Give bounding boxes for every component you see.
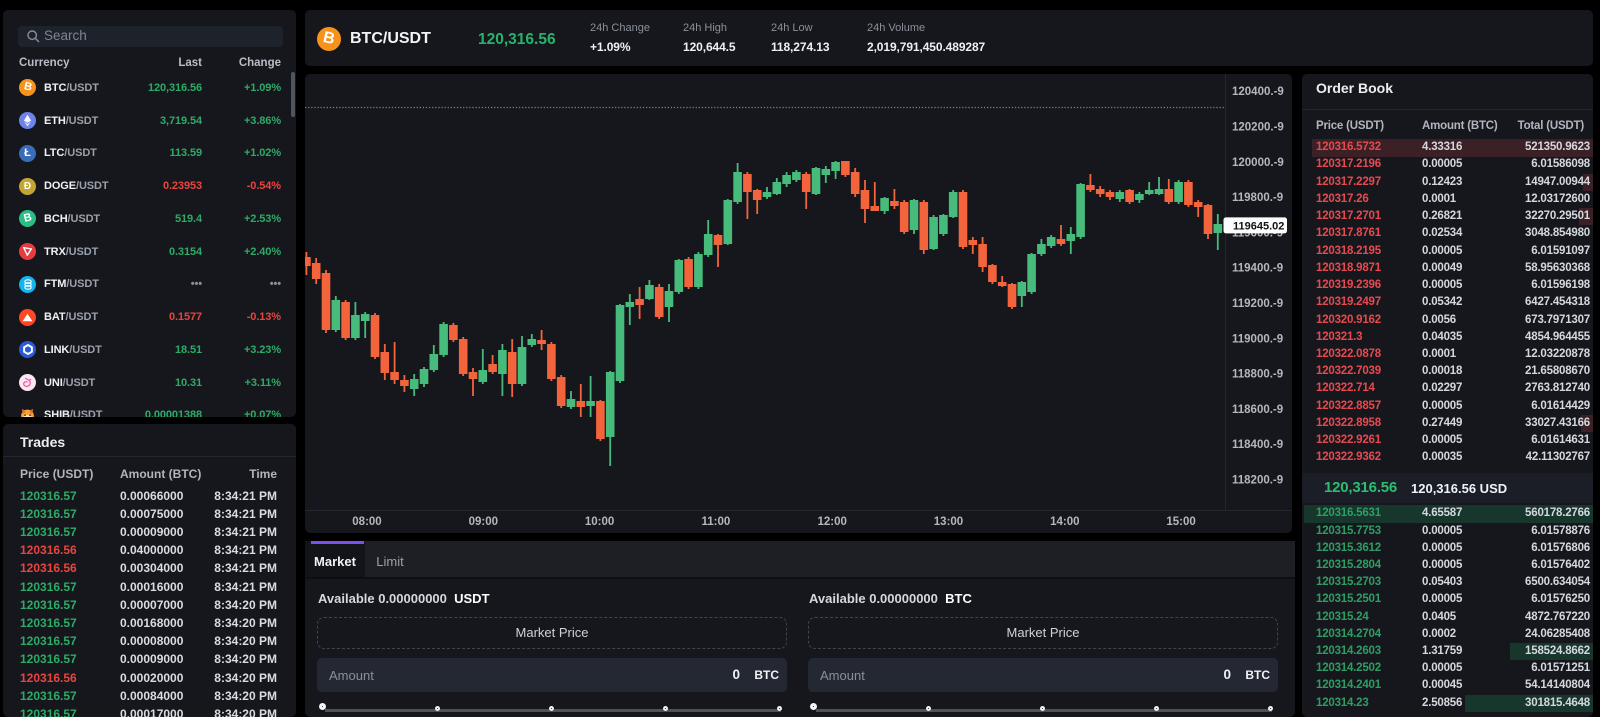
- svg-text:11:00: 11:00: [702, 516, 731, 528]
- svg-text:119800.-9: 119800.-9: [1232, 192, 1283, 204]
- svg-text:10:00: 10:00: [585, 516, 614, 528]
- svg-text:120400.-9: 120400.-9: [1232, 86, 1284, 98]
- svg-text:119000.-9: 119000.-9: [1232, 333, 1283, 345]
- svg-text:118400.-9: 118400.-9: [1232, 439, 1283, 451]
- svg-text:118600.-9: 118600.-9: [1232, 404, 1283, 416]
- svg-text:15:00: 15:00: [1166, 516, 1195, 528]
- svg-text:118800.-9: 118800.-9: [1232, 369, 1283, 381]
- svg-text:120000.-9: 120000.-9: [1232, 157, 1284, 169]
- svg-text:119200.-9: 119200.-9: [1232, 298, 1283, 310]
- svg-text:13:00: 13:00: [934, 516, 963, 528]
- svg-text:120200.-9: 120200.-9: [1232, 122, 1284, 134]
- svg-text:12:00: 12:00: [817, 516, 846, 528]
- svg-text:14:00: 14:00: [1050, 516, 1079, 528]
- svg-text:119400.-9: 119400.-9: [1232, 263, 1283, 275]
- svg-text:119645.02: 119645.02: [1233, 221, 1284, 233]
- svg-text:118200.-9: 118200.-9: [1232, 475, 1283, 487]
- svg-text:09:00: 09:00: [469, 516, 498, 528]
- svg-text:08:00: 08:00: [352, 516, 381, 528]
